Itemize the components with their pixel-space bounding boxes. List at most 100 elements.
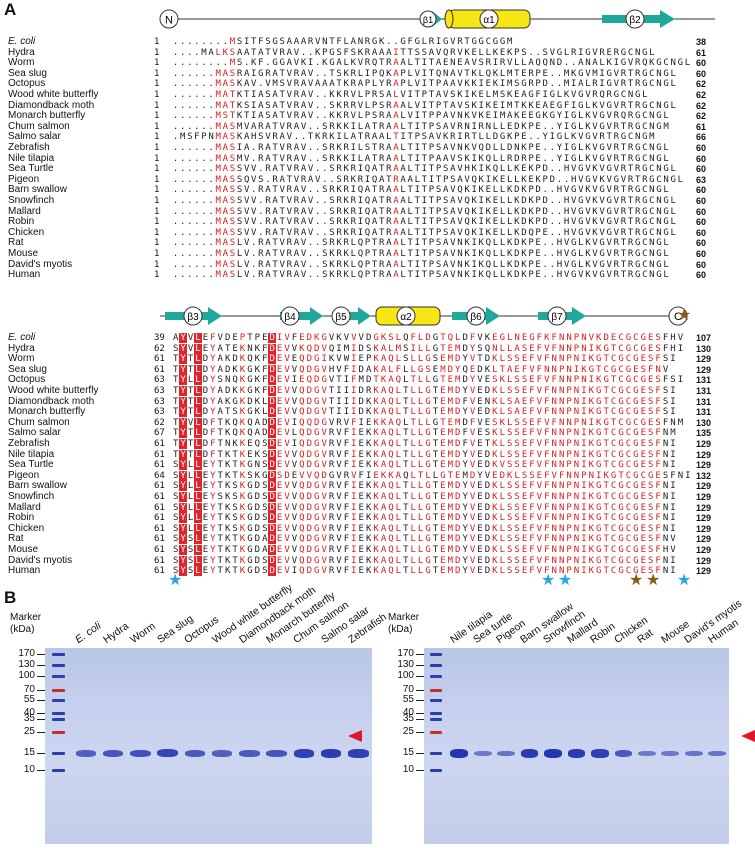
secondary-structure-1: N β1 α1 β2: [159, 9, 715, 29]
end-number: 62: [696, 90, 707, 100]
species-name: Salmo salar: [8, 131, 61, 143]
marker-band: [51, 689, 66, 693]
start-number: 1: [154, 58, 160, 69]
end-number: 131: [696, 375, 712, 386]
mw-tick: [416, 713, 424, 715]
strand-b5: [332, 307, 371, 325]
mw-tick: [416, 690, 424, 692]
start-number: 1: [154, 37, 160, 47]
mw-tick: [37, 770, 45, 771]
start-number: 61: [154, 513, 165, 524]
mw-label: 170: [18, 648, 35, 659]
mw-tick: [416, 753, 424, 755]
protein-band: [348, 749, 369, 758]
mw-tick: [37, 713, 45, 715]
species-name: Snowfinch: [8, 195, 55, 206]
species-name: Rat: [8, 533, 24, 545]
species-name: Robin: [8, 216, 35, 228]
mw-tick: [416, 675, 424, 677]
species-name: Zebrafish: [8, 438, 50, 449]
protein-band: [661, 750, 680, 757]
start-number: 1: [154, 143, 160, 153]
c-terminus-label: C: [674, 311, 682, 323]
marker-band: [429, 769, 442, 772]
start-number: 1: [154, 217, 160, 228]
end-number: 60: [696, 238, 707, 249]
end-number: 129: [696, 513, 712, 524]
b1-circle: [419, 10, 437, 28]
species-name: Nile tilapia: [8, 448, 55, 460]
marker-band: [51, 712, 66, 716]
mw-tick: [37, 654, 45, 655]
star-blue-4: ★: [677, 572, 692, 589]
end-number: 60: [696, 217, 707, 228]
marker-band: [51, 699, 66, 703]
mw-tick: [37, 718, 45, 720]
species-name: Monarch butterfly: [8, 406, 86, 418]
mw-tick: [416, 700, 424, 702]
end-number: 129: [696, 460, 712, 471]
gel-right: [424, 648, 729, 844]
mw-label: 40: [402, 707, 414, 719]
species-name: Sea slug: [8, 67, 47, 79]
protein-band: [450, 749, 469, 758]
protein-band: [157, 749, 178, 758]
species-name: Mallard: [8, 501, 41, 513]
start-number: 1: [154, 174, 160, 185]
end-number: 107: [696, 333, 712, 343]
end-number: 61: [696, 121, 707, 132]
end-number: 63: [696, 174, 707, 185]
star-brown-2: ★: [629, 572, 644, 589]
start-number: 63: [154, 396, 165, 407]
a2-label: α2: [400, 312, 412, 323]
species-name: Octopus: [8, 374, 46, 386]
mw-label: 130: [18, 658, 35, 670]
start-number: 1: [154, 111, 160, 122]
species-name: Snowfinch: [8, 491, 55, 502]
start-number: 62: [154, 417, 165, 428]
mw-label: 70: [402, 684, 414, 696]
marker-title-right: Marker (kDa): [388, 612, 420, 635]
end-number: 60: [696, 153, 707, 164]
protein-band: [211, 750, 233, 757]
start-number: 1: [154, 79, 160, 90]
species-name: Octopus: [8, 78, 46, 90]
start-number: 61: [154, 492, 165, 502]
strand-b4: [280, 307, 323, 325]
marker-title-left: Marker (kDa): [10, 612, 42, 635]
end-number: 38: [696, 37, 707, 47]
mw-label: 25: [402, 726, 414, 738]
protein-band: [239, 749, 260, 757]
species-name: Wood white butterfly: [8, 385, 99, 396]
mw-label: 55: [402, 694, 414, 706]
species-name: Worm: [8, 57, 35, 69]
end-number: 129: [696, 555, 712, 566]
panel-b-label: B: [4, 588, 17, 607]
start-number: 61: [154, 534, 165, 545]
species-name: Nile tilapia: [8, 152, 55, 164]
mw-label: 100: [18, 669, 35, 681]
end-number: 129: [696, 364, 712, 375]
marker-band: [429, 731, 442, 735]
start-number: 63: [154, 407, 165, 418]
species-name: Chicken: [8, 226, 45, 238]
end-number: 131: [696, 386, 712, 396]
b1-label: β1: [423, 15, 433, 25]
mw-label: 35: [402, 712, 414, 724]
marker-band: [51, 663, 66, 667]
